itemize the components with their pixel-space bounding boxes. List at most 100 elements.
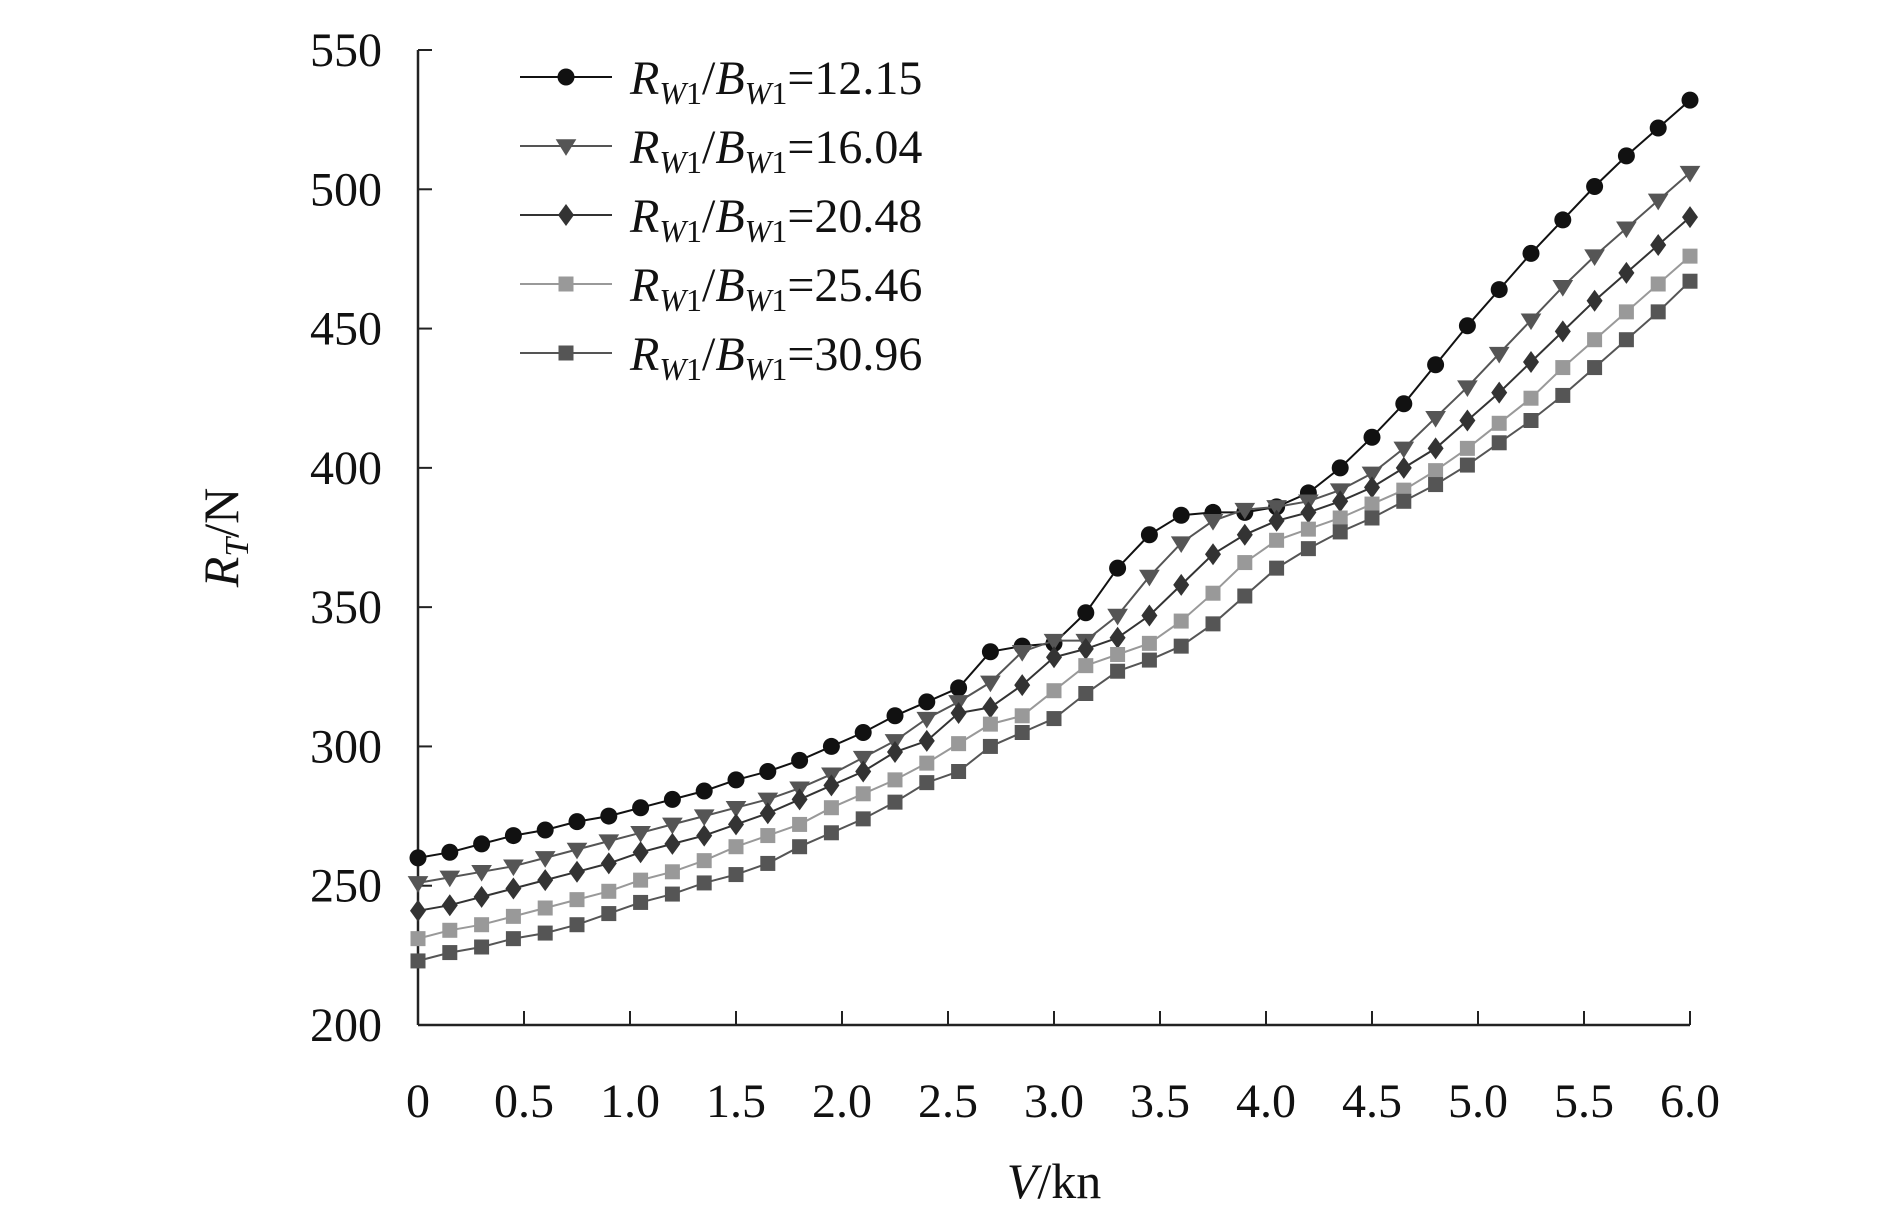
legend-item[interactable]: RW1/BW1=30.96 (520, 328, 922, 387)
data-point (855, 760, 872, 783)
data-point (916, 711, 938, 729)
data-point (1649, 119, 1667, 137)
data-point (1523, 413, 1539, 428)
data-point (1681, 91, 1699, 109)
data-point (1011, 644, 1033, 662)
data-point (696, 824, 713, 847)
data-point (1523, 351, 1539, 373)
data-point (410, 931, 426, 947)
x-tick-label: 0 (406, 1075, 430, 1128)
series (410, 206, 1698, 922)
data-point (759, 763, 777, 780)
legend-item[interactable]: RW1/BW1=25.46 (520, 259, 922, 318)
y-tick-label: 200 (310, 999, 382, 1052)
series (407, 165, 1701, 893)
x-tick-label: 3.0 (1024, 1075, 1084, 1128)
data-point (1078, 658, 1094, 674)
data-point (1682, 206, 1698, 229)
data-point (1077, 604, 1095, 622)
legend-label: RW1/BW1=16.04 (629, 121, 922, 180)
data-point (1554, 211, 1572, 229)
data-point (1490, 281, 1508, 299)
data-point (1555, 360, 1571, 376)
data-point (1650, 304, 1666, 320)
data-point (854, 724, 872, 741)
data-point (473, 885, 490, 908)
data-point (728, 839, 744, 855)
data-point (1491, 435, 1507, 451)
data-point (918, 729, 935, 752)
data-point (442, 922, 458, 938)
data-point (1428, 477, 1444, 493)
data-point (1425, 410, 1446, 428)
data-point (728, 867, 744, 883)
data-point (1110, 663, 1126, 679)
data-point (505, 877, 522, 900)
data-point (760, 828, 776, 844)
data-point (601, 883, 617, 899)
data-point (410, 899, 426, 922)
data-point (1361, 466, 1383, 484)
data-point (1014, 708, 1030, 724)
data-point (982, 716, 998, 732)
data-point (823, 774, 840, 797)
legend-item[interactable]: RW1/BW1=16.04 (520, 121, 922, 180)
y-tick-label: 450 (310, 303, 382, 356)
data-point (1587, 360, 1603, 376)
data-point (407, 876, 429, 893)
data-point (662, 817, 683, 835)
data-point (1679, 165, 1701, 183)
data-point (791, 751, 809, 769)
data-point (1077, 637, 1094, 660)
data-point (982, 738, 998, 754)
data-point (1109, 559, 1127, 577)
data-point (1078, 686, 1094, 701)
data-point (1269, 560, 1285, 576)
data-point (725, 800, 747, 818)
y-tick-label: 300 (310, 720, 382, 773)
data-point (1587, 332, 1603, 348)
data-point (1395, 395, 1413, 413)
data-point (536, 821, 554, 839)
data-point (980, 675, 1001, 693)
series-layer (407, 91, 1701, 969)
legend-item[interactable]: RW1/BW1=12.15 (520, 52, 922, 111)
data-point (663, 790, 681, 808)
legend-label: RW1/BW1=20.48 (629, 190, 922, 249)
legend[interactable]: RW1/BW1=12.15 RW1/BW1=16.04 RW1/BW1=20.48 R… (520, 52, 922, 387)
x-tick-label: 2.0 (812, 1075, 872, 1128)
x-tick-label: 2.5 (918, 1075, 978, 1128)
data-point (1586, 178, 1604, 195)
data-point (1457, 380, 1478, 397)
data-point (1554, 320, 1571, 343)
data-point (1682, 248, 1698, 264)
data-point (664, 864, 680, 880)
x-tick-label: 5.0 (1448, 1075, 1508, 1128)
data-point (1236, 523, 1253, 546)
data-point (569, 917, 585, 933)
series (409, 91, 1699, 867)
data-point (695, 782, 713, 800)
data-point (474, 939, 490, 955)
legend-marker (558, 204, 574, 226)
data-point (1427, 437, 1444, 460)
data-point (1300, 501, 1317, 524)
data-point (664, 886, 680, 902)
data-point (1364, 476, 1380, 499)
x-ticks: 0 0.5 1.0 1.5 2.0 2.5 3.0 3.5 4.0 4.5 5.0 5.5 6.0 (406, 1011, 1720, 1128)
data-point (598, 834, 620, 852)
y-axis-label: RT/N (193, 488, 256, 588)
data-point (1172, 506, 1190, 524)
data-point (1427, 356, 1445, 374)
data-point (1173, 638, 1189, 654)
x-tick-label: 5.5 (1554, 1075, 1614, 1128)
data-point (886, 707, 904, 725)
data-point (887, 772, 903, 788)
legend-item[interactable]: RW1/BW1=20.48 (520, 190, 922, 249)
data-point (1269, 532, 1285, 548)
y-ticks: 200 250 300 350 400 450 500 550 (310, 24, 432, 1052)
legend-marker (555, 139, 577, 156)
legend-label: RW1/BW1=12.15 (629, 52, 922, 111)
data-point (1046, 711, 1062, 727)
